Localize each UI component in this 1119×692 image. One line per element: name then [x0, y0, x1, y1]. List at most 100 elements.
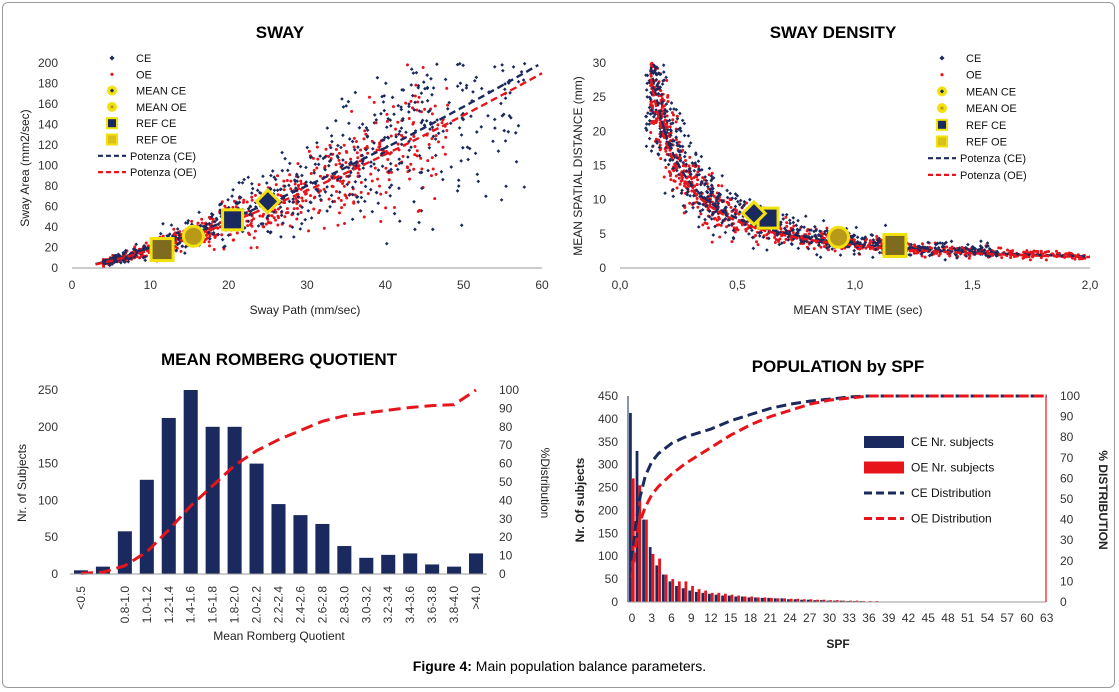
density-point-ce: [723, 230, 728, 235]
sway-point-oe: [411, 106, 415, 110]
sway-point-oe: [161, 234, 165, 238]
romberg-y2tick: 100: [499, 383, 519, 397]
density-point-ce: [786, 238, 791, 242]
spf-ytick: 250: [598, 481, 618, 495]
sway-point-ce: [492, 117, 497, 122]
spf-bar-oe: [849, 600, 852, 602]
spf-bar-ce: [648, 547, 652, 602]
sway-point-oe: [248, 233, 252, 237]
spf-bar-ce: [701, 592, 705, 602]
sway-point-ce: [142, 244, 147, 248]
spf-bar-ce: [727, 595, 731, 602]
sway-point-ce: [484, 194, 488, 199]
sway-point-oe: [407, 116, 411, 120]
sway-point-ce: [211, 232, 216, 236]
sway-point-oe: [283, 215, 287, 219]
density-point-oe: [666, 94, 670, 98]
sway-point-ce: [396, 132, 401, 136]
romberg-bar: [315, 523, 330, 574]
sway-point-ce: [476, 179, 481, 184]
sway-point-oe: [179, 249, 183, 253]
sway-point-ce: [256, 224, 261, 228]
density-point-ce: [651, 63, 656, 67]
romberg-ytick: 150: [38, 457, 58, 471]
sway-point-ce: [496, 149, 501, 153]
sway-point-oe: [295, 206, 299, 210]
sway-point-ce: [329, 145, 333, 150]
sway-point-oe: [344, 160, 348, 164]
spf-xtick: 63: [1040, 611, 1054, 625]
spf-bar-ce: [793, 599, 797, 602]
sway-point-ce: [339, 164, 344, 169]
density-point-ce: [688, 141, 693, 145]
sway-point-ce: [246, 219, 251, 224]
density-point-ce: [680, 188, 684, 193]
density-point-ce: [852, 252, 857, 257]
density-point-ce: [670, 139, 675, 143]
sway-point-ce: [429, 76, 433, 81]
sway-point-ce: [409, 83, 414, 87]
sway-point-ce: [216, 222, 221, 227]
density-point-ce: [679, 191, 684, 196]
density-xlabel: MEAN STAY TIME (sec): [793, 303, 922, 317]
spf-bar-ce: [721, 595, 724, 602]
sway-point-oe: [284, 211, 288, 215]
density-point-ce: [682, 133, 687, 138]
romberg-bar: [249, 463, 264, 574]
sway-point-ce: [417, 109, 422, 113]
density-point-oe: [707, 173, 711, 177]
density-point-oe: [720, 184, 724, 188]
sway-point-oe: [322, 226, 326, 230]
spf-xtick: 60: [1020, 611, 1034, 625]
spf-bar-oe: [651, 553, 655, 602]
density-point-oe: [1036, 249, 1040, 253]
sway-point-ce: [448, 121, 453, 126]
density-point-ce: [699, 154, 704, 159]
sway-ytick: 180: [38, 77, 58, 91]
spf-ytick: 450: [598, 389, 618, 403]
sway-point-oe: [445, 86, 449, 90]
spf-bar-ce: [694, 591, 698, 602]
sway-point-ce: [209, 215, 214, 219]
romberg-chart: MEAN ROMBERG QUOTIENT <0.5 0.8-1.0 1.0-1.2…: [15, 350, 552, 643]
romberg-bar: [271, 504, 286, 574]
density-point-ce: [723, 205, 728, 210]
density-point-ce: [660, 82, 665, 86]
sway-point-oe: [274, 183, 278, 187]
density-xtick: 0,5: [729, 278, 746, 292]
spf-xtick: 48: [941, 611, 955, 625]
legend-mean-oe-dot: [110, 105, 114, 109]
density-point-oe: [868, 239, 872, 243]
sway-point-ce: [279, 213, 284, 218]
sway-point-oe: [359, 190, 363, 194]
density-point-ce: [657, 145, 662, 150]
density-point-ce: [675, 116, 680, 121]
spf-bar-ce: [839, 600, 843, 602]
density-point-ce: [731, 235, 736, 240]
sway-point-ce: [296, 199, 301, 204]
romberg-y2tick: 60: [499, 457, 513, 471]
sway-point-ce: [423, 86, 427, 91]
sway-point-oe: [394, 127, 398, 131]
density-point-oe: [1005, 248, 1009, 252]
sway-point-oe: [315, 166, 319, 170]
sway-point-ce: [226, 197, 230, 202]
sway-point-ce: [126, 259, 131, 264]
density-point-oe: [699, 212, 703, 216]
density-point-ce: [682, 154, 687, 159]
sway-point-oe: [312, 168, 316, 172]
sway-point-ce: [231, 187, 235, 192]
density-point-ce: [791, 227, 796, 232]
density-point-ce: [663, 191, 667, 196]
sway-point-oe: [378, 184, 382, 188]
sway-point-ce: [380, 164, 385, 169]
density-point-oe: [677, 176, 681, 180]
density-point-oe: [928, 245, 932, 249]
sway-point-oe: [441, 145, 445, 149]
sway-point-ce: [464, 86, 469, 90]
density-point-ce: [874, 247, 878, 252]
density-point-ce: [733, 196, 738, 201]
sway-point-ce: [357, 174, 362, 178]
density-point-oe: [674, 174, 678, 178]
sway-point-oe: [362, 215, 366, 219]
